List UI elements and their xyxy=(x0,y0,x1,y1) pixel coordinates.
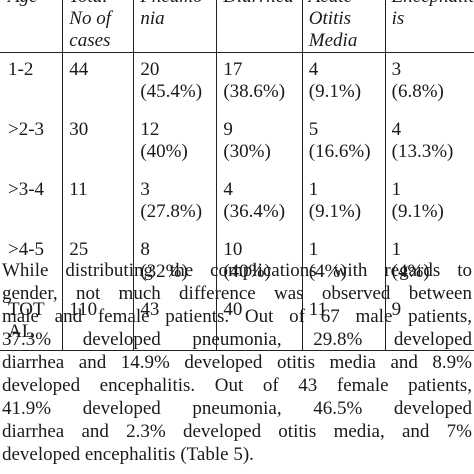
paragraph-line: 37.3% developed pneumonia, 29.8% develop… xyxy=(2,329,472,350)
table-row: 1-2 44 20 (45.4%) 17 (38.6%) 4 (9.1%) 3 (6.8… xyxy=(0,52,474,113)
paragraph-line: developed encephalitis (Table 5). xyxy=(2,444,254,465)
age-cell: >2-3 xyxy=(0,112,64,173)
diarrhea-cell: 9 (30%) xyxy=(216,112,303,173)
pneumonia-cell: 3 (27.8%) xyxy=(133,172,218,233)
table-header-row: Age Total No of cases Pneumo nia Diarrhe… xyxy=(0,0,474,53)
age-cell: >4-5 xyxy=(0,232,64,293)
paragraph-line: diarrhea and 14.9% developed otitis medi… xyxy=(2,352,472,373)
otitis-cell: 4 (9.1%) xyxy=(302,52,386,113)
complications-table-container: Age Total No of cases Pneumo nia Diarrhe… xyxy=(0,0,474,351)
age-cell: 1-2 xyxy=(0,52,64,113)
total-cell: 110 xyxy=(62,292,135,351)
header-age: Age xyxy=(0,0,64,53)
otitis-cell: 1 (9.1%) xyxy=(302,172,386,233)
pneumonia-cell: 8 (32%) xyxy=(133,232,218,293)
complications-by-age-table: Age Total No of cases Pneumo nia Diarrhe… xyxy=(0,0,474,351)
table-row: >4-5 25 8 (32%) 10 (40%) 1 (4%) 1 (4%) xyxy=(0,232,474,293)
table-row-total: TOT AL 110 43 40 11 9 xyxy=(0,292,474,351)
diarrhea-cell: 17 (38.6%) xyxy=(216,52,303,113)
otitis-cell: 1 (4%) xyxy=(302,232,386,293)
pneumonia-cell: 12 (40%) xyxy=(133,112,218,173)
total-cell: 25 xyxy=(62,232,135,293)
paragraph-line: diarrhea and 2.3% developed otitis media… xyxy=(2,421,472,442)
total-cell: 11 xyxy=(62,172,135,233)
diarrhea-cell: 10 (40%) xyxy=(216,232,303,293)
paragraph-line: developed encephalitis. Out of 43 female… xyxy=(2,375,472,396)
paragraph-line: While distributing the complications wit… xyxy=(2,260,472,281)
age-cell-total: TOT AL xyxy=(0,292,64,351)
header-pneumonia: Pneumo nia xyxy=(133,0,218,53)
encephalitis-cell: 4 (13.3%) xyxy=(391,118,454,162)
otitis-cell: 11 xyxy=(302,292,386,351)
pneumonia-cell: 43 xyxy=(133,292,218,351)
header-total-cases: Total No of cases xyxy=(62,0,135,53)
paragraph-line: male and female patients. Out of 67 male… xyxy=(2,306,472,327)
paragraph-line: 41.9% developed pneumonia, 46.5% develop… xyxy=(2,398,472,419)
header-encephalitis: Encephalit is xyxy=(385,0,474,53)
encephalitis-cell: 3 (6.8%) xyxy=(391,59,444,102)
encephalitis-cell: 1 (9.1%) xyxy=(391,178,444,222)
diarrhea-cell: 4 (36.4%) xyxy=(216,172,303,233)
header-diarrhea: Diarrhea xyxy=(216,0,303,53)
encephalitis-cell: 1 (4%) xyxy=(391,238,430,282)
encephalitis-cell: 9 xyxy=(391,298,402,320)
age-cell: >3-4 xyxy=(0,172,64,233)
table-row: >3-4 11 3 (27.8%) 4 (36.4%) 1 (9.1%) 1 (9.1%… xyxy=(0,172,474,233)
header-otitis-media: Acute Otitis Media xyxy=(302,0,386,53)
total-cell: 30 xyxy=(62,112,135,173)
table-row: >2-3 30 12 (40%) 9 (30%) 5 (16.6%) 4 (13.3%) xyxy=(0,112,474,173)
pneumonia-cell: 20 (45.4%) xyxy=(133,52,218,113)
diarrhea-cell: 40 xyxy=(216,292,303,351)
paragraph-line: gender, not much difference was observed… xyxy=(2,283,472,304)
otitis-cell: 5 (16.6%) xyxy=(302,112,386,173)
body-paragraph: While distributing the complications wit… xyxy=(0,259,474,466)
total-cell: 44 xyxy=(62,52,135,113)
